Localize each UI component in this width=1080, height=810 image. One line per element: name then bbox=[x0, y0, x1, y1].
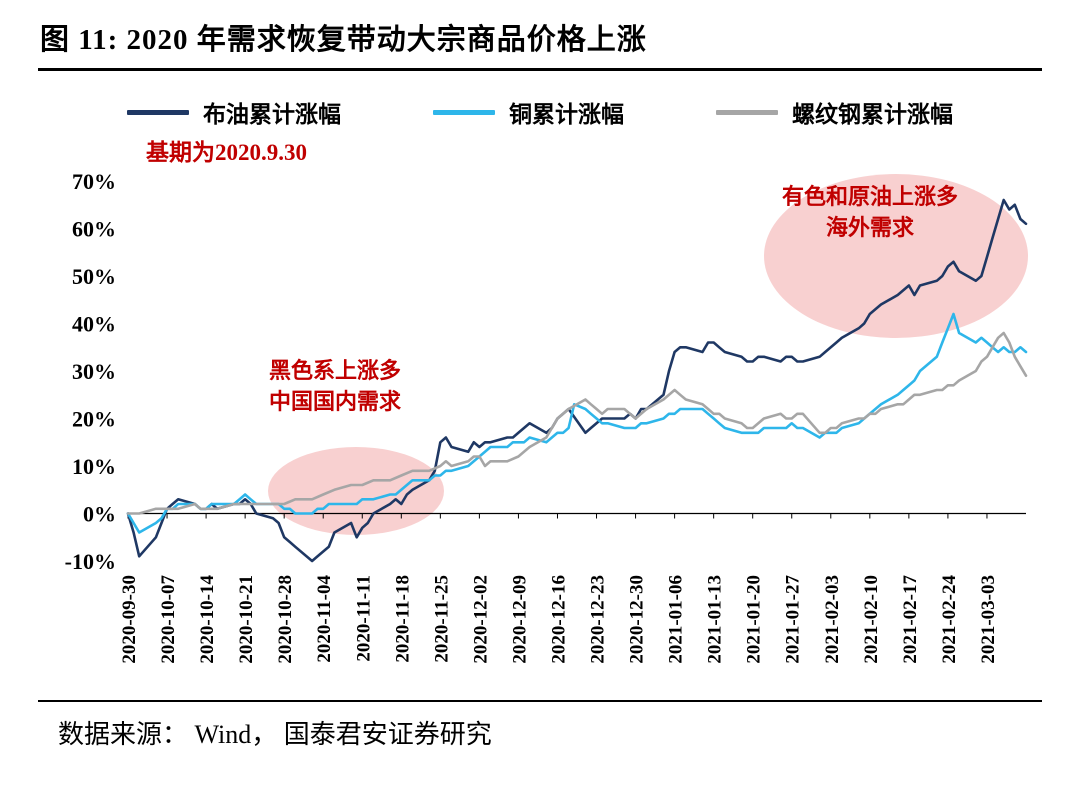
x-tick-label: 2020-10-07 bbox=[158, 575, 179, 664]
x-tick-label: 2020-11-25 bbox=[431, 575, 452, 663]
y-tick-label: 10% bbox=[72, 454, 116, 479]
x-tick-label: 2020-12-02 bbox=[470, 575, 491, 664]
data-source-line: 数据来源： Wind， 国泰君安证券研究 bbox=[58, 720, 492, 749]
x-tick-label: 2020-12-23 bbox=[588, 575, 609, 664]
legend-item-rebar: 螺纹钢累计涨幅 bbox=[716, 95, 953, 129]
x-tick-label: 2020-12-30 bbox=[627, 575, 648, 664]
x-tick-label: 2021-02-17 bbox=[900, 575, 921, 664]
footer-divider bbox=[38, 700, 1042, 702]
legend-item-brent: 布油累计涨幅 bbox=[127, 95, 341, 129]
y-tick-label: 30% bbox=[72, 359, 116, 384]
x-tick-label: 2021-02-03 bbox=[822, 575, 843, 664]
line-chart: 70% 60% 50% 40% 30% 20% 10% 0% -10% 2020-09-30 202… bbox=[38, 161, 1038, 696]
x-tick-label: 2020-12-16 bbox=[548, 575, 569, 664]
legend-label-copper: 铜累计涨幅 bbox=[509, 102, 624, 127]
x-tick-label: 2020-11-11 bbox=[353, 575, 374, 662]
x-tick-label: 2020-11-04 bbox=[314, 575, 335, 663]
highlight-ellipse-1 bbox=[764, 174, 1028, 338]
x-tick-label: 2021-01-13 bbox=[705, 575, 726, 664]
legend-item-copper: 铜累计涨幅 bbox=[433, 95, 624, 129]
x-tick-label: 2021-03-03 bbox=[978, 575, 999, 664]
x-tick-label: 2021-02-24 bbox=[939, 575, 960, 664]
y-tick-label: 0% bbox=[83, 502, 116, 527]
figure-title: 图 11: 2020 年需求恢复带动大宗商品价格上涨 bbox=[40, 24, 647, 56]
y-tick-label: 40% bbox=[72, 312, 116, 337]
rebar-line-swatch bbox=[716, 109, 778, 115]
chart-legend: 布油累计涨幅 铜累计涨幅 螺纹钢累计涨幅 bbox=[38, 95, 1042, 129]
legend-label-brent: 布油累计涨幅 bbox=[203, 102, 341, 127]
line-rebar bbox=[126, 331, 1028, 515]
x-tick-label: 2020-10-28 bbox=[275, 575, 296, 664]
title-divider bbox=[38, 68, 1042, 71]
chart-canvas: 70% 60% 50% 40% 30% 20% 10% 0% -10%2020-09-30 202… bbox=[65, 169, 1028, 664]
legend-label-rebar: 螺纹钢累计涨幅 bbox=[792, 102, 953, 127]
y-tick-label: 50% bbox=[72, 264, 116, 289]
x-tick-label: 2021-01-20 bbox=[744, 575, 765, 664]
x-tick-label: 2021-02-10 bbox=[861, 575, 882, 664]
y-tick-label: 20% bbox=[72, 407, 116, 432]
x-tick-label: 2021-01-06 bbox=[666, 575, 687, 664]
x-tick-label: 2020-09-30 bbox=[119, 575, 140, 664]
x-tick-label: 2020-10-14 bbox=[197, 575, 218, 664]
y-tick-label: 70% bbox=[72, 169, 116, 194]
copper-line-swatch bbox=[433, 109, 495, 115]
highlight-ellipse-0 bbox=[268, 447, 444, 535]
brent-line-swatch bbox=[127, 109, 189, 115]
y-tick-label: 60% bbox=[72, 217, 116, 242]
x-tick-label: 2020-12-09 bbox=[509, 575, 530, 664]
line-brent bbox=[126, 198, 1028, 563]
x-tick-label: 2020-10-21 bbox=[236, 575, 257, 664]
x-tick-label: 2021-01-27 bbox=[783, 575, 804, 664]
y-tick-label: -10% bbox=[65, 549, 116, 574]
base-period-note: 基期为2020.9.30 bbox=[146, 140, 307, 165]
x-tick-label: 2020-11-18 bbox=[392, 575, 413, 663]
line-copper bbox=[126, 312, 1028, 534]
